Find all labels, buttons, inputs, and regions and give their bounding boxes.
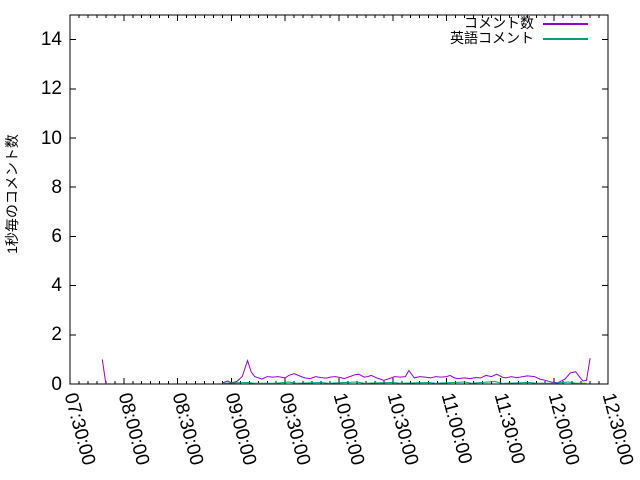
plot-border [69,14,609,385]
y-tick-label: 14 [40,29,62,50]
y-tick-label: 4 [51,275,62,296]
y-tick-label: 12 [40,78,62,99]
legend-line-sample-english-comments [543,37,588,40]
legend-item-english-comments: 英語コメント [450,31,588,46]
series-line-0 [101,359,107,385]
legend-line-sample-comments [543,22,588,25]
series-line-1 [222,380,587,384]
y-tick-label: 8 [51,177,62,198]
y-tick-label: 2 [51,324,62,345]
legend-item-comments: コメント数 [450,16,588,31]
legend-label-comments: コメント数 [464,15,534,31]
legend: コメント数 英語コメント [450,16,588,46]
y-tick-label: 0 [51,374,62,395]
legend-label-english-comments: 英語コメント [450,30,534,46]
series-line-0 [222,358,591,384]
y-tick-label: 10 [40,128,62,149]
y-tick-label: 6 [51,226,62,247]
